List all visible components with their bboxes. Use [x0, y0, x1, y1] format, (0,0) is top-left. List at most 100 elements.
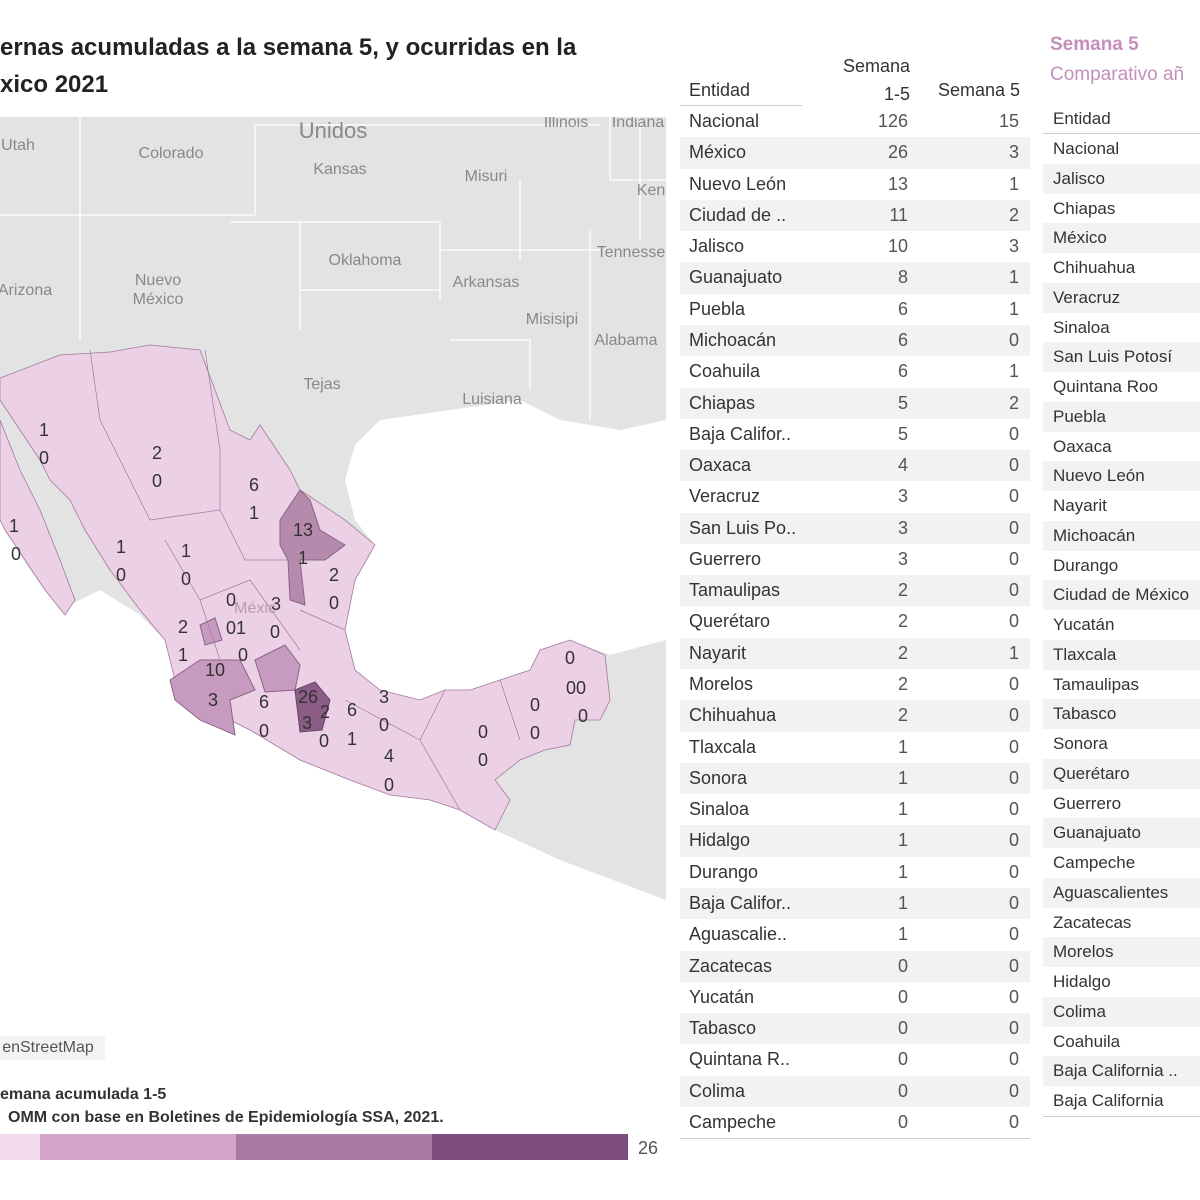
state-label: 0 — [329, 593, 339, 613]
title-line: ernas acumuladas a la semana 5, y ocurri… — [0, 34, 577, 61]
entity: Michoacán — [689, 329, 777, 350]
value-5: 1 — [1008, 173, 1019, 194]
bottom-rule — [1043, 1115, 1200, 1117]
pacific — [0, 520, 666, 1064]
entity: Aguascalientes — [1053, 882, 1169, 902]
value-5: 1 — [1008, 298, 1019, 319]
entity: Baja Califor.. — [689, 423, 792, 444]
value-1-5: 0 — [897, 1080, 908, 1101]
row-band — [1043, 223, 1200, 253]
value-5: 0 — [1008, 674, 1019, 695]
legend-step — [236, 1134, 432, 1160]
entity: Nayarit — [689, 642, 747, 663]
value-1-5: 2 — [897, 611, 908, 632]
baja — [0, 419, 76, 616]
place-name: Kansas — [313, 161, 366, 178]
value-1-5: 3 — [897, 517, 908, 538]
value-1-5: 4 — [897, 455, 908, 476]
entity: Campeche — [689, 1111, 777, 1132]
title-line: xico 2021 — [0, 71, 109, 98]
row-band — [680, 387, 1030, 419]
place-name: Misisipi — [526, 311, 578, 328]
place-name: Tejas — [303, 376, 340, 393]
place-name: Indiana — [612, 117, 665, 131]
value-5: 1 — [1008, 267, 1019, 288]
row-band — [680, 512, 1030, 544]
value-5: 0 — [1008, 486, 1019, 507]
value-1-5: 2 — [897, 642, 908, 663]
value-1-5: 5 — [897, 392, 908, 413]
legend-max: 26 — [638, 1138, 658, 1158]
row-band — [1043, 996, 1200, 1027]
row-band — [1043, 282, 1200, 313]
state-label: 3 — [271, 594, 281, 614]
table-entidades: Entidad Semana 1-5 Semana 5 Nacional 126 15 Mé… — [680, 0, 1030, 1140]
entity: Nuevo León — [689, 173, 787, 194]
entity: Colima — [689, 1080, 746, 1101]
value-5: 0 — [1008, 799, 1019, 820]
value-5: 0 — [1008, 861, 1019, 882]
gulf — [345, 400, 666, 700]
entity: Jalisco — [1053, 168, 1105, 188]
subtitle: Comparativo añ — [1050, 64, 1185, 85]
entity: Nuevo León — [1053, 466, 1145, 486]
value-1-5: 1 — [897, 893, 908, 913]
estado-mexico — [294, 681, 331, 733]
jalisco — [169, 659, 256, 736]
state-label: 1 — [9, 516, 19, 536]
state-label: 00 — [566, 678, 586, 698]
value-5: 2 — [1008, 392, 1019, 413]
value-5: 0 — [1008, 924, 1019, 945]
value-1-5: 0 — [897, 955, 908, 976]
state-label: 01 — [226, 618, 246, 638]
entity: Puebla — [1053, 406, 1106, 426]
value-1-5: 5 — [897, 423, 908, 444]
state-label: 1 — [181, 541, 191, 561]
value-1-5: 3 — [897, 486, 908, 507]
value-5: 0 — [1008, 1049, 1019, 1070]
entity: Baja Califor.. — [689, 893, 792, 913]
row-band — [680, 637, 1030, 670]
value-5: 0 — [1008, 736, 1019, 757]
entity: Morelos — [1053, 942, 1114, 962]
value-5: 0 — [1008, 548, 1019, 569]
entity: Durango — [1053, 555, 1119, 575]
col-header: Semana 1-5 — [842, 56, 910, 104]
entity: Veracruz — [1053, 287, 1121, 307]
row-band — [680, 199, 1030, 232]
col-header: Entidad — [1053, 109, 1111, 128]
value-1-5: 6 — [897, 329, 908, 350]
guanajuato — [254, 644, 301, 693]
entity: Chiapas — [1053, 198, 1116, 218]
value-1-5: 126 — [877, 111, 908, 131]
entity: Zacatecas — [1053, 912, 1132, 932]
value-5: 1 — [1008, 642, 1019, 663]
entity: Tlaxcala — [1053, 644, 1117, 664]
value-1-5: 0 — [897, 1049, 908, 1070]
entity: Quintana R.. — [689, 1049, 791, 1070]
bottom-rule — [680, 1138, 1030, 1140]
source: OMM con base en Boletines de Epidemiolog… — [8, 1109, 444, 1126]
state-label: 0 — [11, 544, 21, 564]
entity: Chihuahua — [1053, 258, 1136, 277]
row-band — [680, 137, 1030, 169]
value-5: 0 — [1008, 955, 1019, 976]
legend-title: emana acumulada 1-5 — [0, 1086, 167, 1103]
place-name: Misuri — [465, 168, 508, 185]
entity: Hidalgo — [689, 830, 751, 851]
entity: Oaxaca — [1053, 436, 1112, 456]
row-band — [680, 324, 1030, 357]
entity: Tamaulipas — [1053, 674, 1139, 694]
value-5: 2 — [1008, 204, 1019, 225]
state-label: 0 — [578, 706, 588, 726]
entity: México — [689, 142, 747, 163]
place-name: Utah — [1, 137, 35, 154]
entity: Tlaxcala — [689, 736, 757, 757]
state-label: 0 — [116, 565, 126, 585]
entity: San Luis Potosí — [1053, 347, 1173, 367]
nuevo-leon — [279, 489, 346, 606]
entity: Coahuila — [1053, 1031, 1121, 1051]
row-band — [1043, 877, 1200, 908]
attribution-box — [0, 1036, 105, 1060]
